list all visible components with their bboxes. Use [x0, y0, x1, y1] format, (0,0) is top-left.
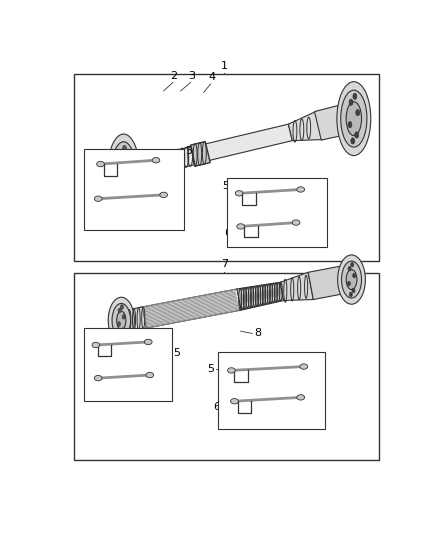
Ellipse shape	[237, 224, 244, 229]
Ellipse shape	[119, 151, 123, 157]
Ellipse shape	[124, 179, 128, 185]
Text: 5: 5	[173, 348, 180, 358]
Ellipse shape	[121, 156, 129, 188]
Ellipse shape	[300, 364, 307, 369]
Ellipse shape	[348, 266, 351, 271]
Ellipse shape	[92, 342, 100, 348]
Ellipse shape	[117, 154, 130, 182]
Ellipse shape	[351, 262, 354, 267]
Ellipse shape	[353, 93, 357, 99]
Ellipse shape	[145, 339, 152, 345]
Bar	[84, 149, 184, 230]
Ellipse shape	[349, 292, 352, 297]
Ellipse shape	[121, 184, 125, 190]
Ellipse shape	[160, 192, 167, 198]
Ellipse shape	[162, 154, 165, 171]
Polygon shape	[205, 124, 292, 160]
Bar	[227, 178, 327, 247]
Ellipse shape	[228, 368, 235, 373]
Text: 5: 5	[222, 181, 229, 191]
Ellipse shape	[297, 394, 304, 400]
Bar	[74, 273, 379, 460]
Ellipse shape	[187, 148, 190, 165]
Text: 6: 6	[224, 228, 231, 238]
Ellipse shape	[231, 399, 238, 404]
Polygon shape	[237, 282, 283, 310]
Ellipse shape	[351, 138, 355, 144]
Ellipse shape	[174, 151, 177, 168]
Ellipse shape	[235, 191, 243, 196]
Text: 3: 3	[189, 71, 196, 81]
Ellipse shape	[338, 255, 365, 304]
Ellipse shape	[347, 281, 350, 286]
Ellipse shape	[122, 314, 125, 319]
Polygon shape	[308, 265, 350, 300]
Ellipse shape	[152, 158, 160, 163]
Ellipse shape	[118, 308, 121, 313]
Polygon shape	[288, 111, 324, 141]
Ellipse shape	[112, 303, 131, 337]
Polygon shape	[153, 147, 196, 174]
Ellipse shape	[94, 375, 102, 381]
Ellipse shape	[94, 196, 102, 201]
Text: 1: 1	[221, 61, 228, 71]
Ellipse shape	[352, 288, 355, 293]
Bar	[74, 74, 379, 261]
Ellipse shape	[337, 82, 371, 156]
Ellipse shape	[355, 132, 359, 138]
Text: 7: 7	[221, 259, 228, 269]
Ellipse shape	[118, 170, 122, 176]
Ellipse shape	[119, 332, 122, 336]
Ellipse shape	[356, 110, 360, 116]
Ellipse shape	[158, 155, 161, 172]
Text: 6: 6	[98, 379, 105, 389]
Text: 6: 6	[100, 201, 107, 212]
Ellipse shape	[121, 328, 124, 333]
Ellipse shape	[117, 311, 126, 329]
Text: 6: 6	[213, 402, 220, 413]
Ellipse shape	[112, 142, 135, 194]
Ellipse shape	[97, 161, 104, 167]
Ellipse shape	[183, 149, 186, 166]
Ellipse shape	[353, 273, 356, 278]
Ellipse shape	[108, 297, 134, 343]
Text: 4: 4	[208, 72, 216, 83]
Polygon shape	[133, 157, 159, 177]
Ellipse shape	[342, 261, 361, 298]
Ellipse shape	[348, 122, 352, 128]
Ellipse shape	[341, 90, 367, 147]
Ellipse shape	[120, 305, 124, 309]
Polygon shape	[280, 272, 313, 301]
Text: 2: 2	[170, 71, 177, 81]
Bar	[84, 328, 172, 401]
Ellipse shape	[108, 134, 139, 202]
Ellipse shape	[125, 160, 129, 166]
Polygon shape	[140, 289, 241, 328]
Ellipse shape	[124, 165, 127, 178]
Ellipse shape	[166, 153, 169, 170]
Ellipse shape	[346, 270, 357, 289]
Ellipse shape	[292, 220, 300, 225]
Ellipse shape	[297, 187, 304, 192]
Ellipse shape	[123, 146, 127, 152]
Bar	[218, 352, 325, 429]
Ellipse shape	[170, 152, 173, 169]
Text: 5: 5	[185, 146, 192, 156]
Ellipse shape	[122, 159, 128, 184]
Polygon shape	[314, 102, 358, 140]
Ellipse shape	[146, 373, 154, 378]
Polygon shape	[191, 142, 210, 166]
Ellipse shape	[349, 99, 353, 106]
Text: 8: 8	[254, 328, 261, 338]
Ellipse shape	[346, 102, 361, 135]
Polygon shape	[126, 307, 146, 331]
Text: 5: 5	[208, 364, 215, 374]
Ellipse shape	[117, 321, 120, 326]
Ellipse shape	[178, 150, 181, 167]
